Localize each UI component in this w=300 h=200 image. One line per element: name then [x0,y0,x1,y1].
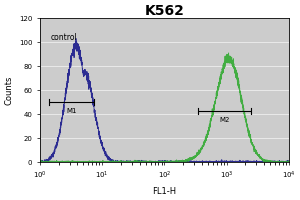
Text: control: control [51,33,78,42]
X-axis label: FL1-H: FL1-H [152,187,176,196]
Text: M2: M2 [220,117,230,123]
Text: M1: M1 [66,108,77,114]
Title: K562: K562 [145,4,184,18]
Y-axis label: Counts: Counts [4,76,13,105]
